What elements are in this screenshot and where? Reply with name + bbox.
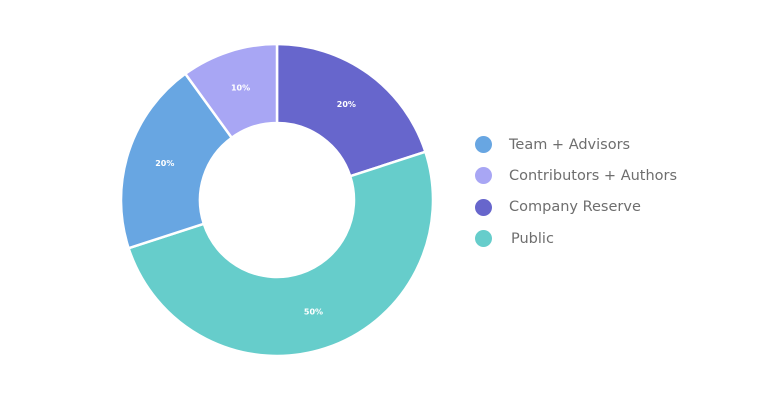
legend-item-company-reserve[interactable]: Company Reserve: [475, 192, 755, 223]
legend-label-team-advisors: Team + Advisors: [509, 136, 631, 153]
legend-label-public: Public: [511, 230, 554, 247]
legend-label-company-reserve: Company Reserve: [509, 199, 641, 216]
data-label-team-advisors: 20%: [155, 159, 174, 168]
legend-swatch-public: [475, 230, 492, 248]
legend-label-contributors-authors: Contributors + Authors: [509, 167, 678, 184]
data-label-company-reserve: 20%: [337, 100, 356, 109]
slice-public[interactable]: [127, 150, 435, 358]
slice-contributors-authors[interactable]: [184, 42, 279, 139]
legend-swatch-team-advisors: [475, 136, 492, 154]
data-labels-layer: 20% 50% 20% 10%: [155, 83, 356, 316]
slices-layer: [119, 42, 435, 358]
legend-item-public[interactable]: Public: [475, 223, 755, 254]
slice-company-reserve[interactable]: [275, 42, 427, 178]
data-label-contributors-authors: 10%: [231, 83, 250, 92]
legend: Team + Advisors Contributors + Authors C…: [475, 129, 755, 254]
legend-item-contributors-authors[interactable]: Contributors + Authors: [475, 160, 755, 191]
data-label-public: 50%: [304, 308, 323, 317]
slice-team-advisors[interactable]: [119, 72, 233, 250]
legend-swatch-contributors-authors: [475, 167, 492, 185]
legend-item-team-advisors[interactable]: Team + Advisors: [475, 129, 755, 160]
legend-swatch-company-reserve: [475, 198, 492, 216]
